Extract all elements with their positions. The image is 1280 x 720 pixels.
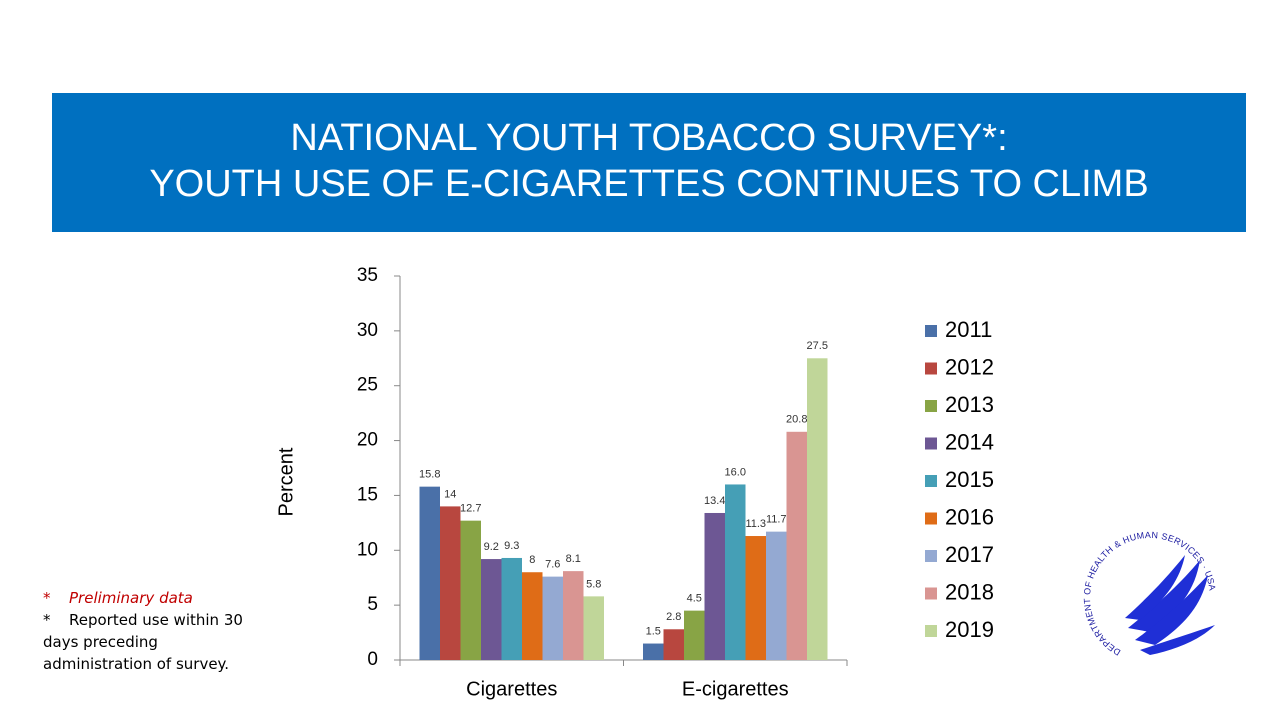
bar — [766, 531, 787, 660]
value-label: 9.2 — [484, 541, 499, 553]
legend-swatch — [925, 512, 937, 525]
y-tick-label: 5 — [367, 594, 378, 615]
bar — [583, 596, 604, 660]
value-label: 8.1 — [566, 553, 581, 565]
bar — [501, 557, 522, 660]
legend-swatch — [925, 437, 937, 450]
legend-label: 2017 — [945, 542, 994, 567]
title-banner — [52, 93, 1246, 232]
bar — [542, 576, 563, 660]
logo-shape — [1135, 575, 1208, 645]
bar — [807, 358, 828, 660]
bar — [419, 486, 440, 660]
legend-swatch — [925, 362, 937, 375]
bar — [704, 512, 725, 660]
legend-label: 2016 — [945, 504, 994, 529]
footnote: * Reported use within 30 days preceding a… — [43, 609, 243, 675]
bar — [745, 536, 766, 660]
value-label: 9.3 — [504, 540, 519, 552]
bar — [786, 431, 807, 660]
legend-swatch — [925, 587, 937, 600]
bar — [440, 506, 461, 660]
legend-swatch — [925, 325, 937, 337]
footnotes: * Preliminary data * Reported use within 30… — [43, 587, 243, 675]
value-label: 27.5 — [807, 340, 828, 352]
legend-swatch — [925, 475, 937, 487]
value-label: 12.7 — [460, 503, 481, 515]
y-tick-label: 15 — [357, 484, 378, 505]
logo-shape — [1125, 555, 1185, 620]
legend-label: 2018 — [945, 579, 994, 604]
legend-label: 2012 — [945, 354, 994, 379]
y-tick-label: 25 — [357, 375, 378, 396]
legend-label: 2013 — [945, 392, 994, 417]
value-label: 16.0 — [725, 466, 746, 478]
chart-subtitle: YOUTH USE OF E-CIGARETTES CONTINUES TO C… — [149, 163, 1148, 205]
legend-label: 2019 — [945, 617, 994, 642]
bar — [563, 571, 584, 660]
bar — [643, 643, 664, 660]
bar — [663, 629, 684, 660]
value-label: 2.8 — [666, 611, 681, 623]
legend-label: 2014 — [945, 429, 994, 454]
bar — [725, 484, 746, 660]
value-label: 15.8 — [419, 469, 440, 481]
y-axis-label: Percent — [275, 447, 297, 516]
logo-shape — [1140, 625, 1215, 655]
bar — [684, 610, 705, 660]
footnote-marker: * — [43, 589, 51, 607]
value-label: 5.8 — [586, 578, 601, 590]
bar — [460, 520, 481, 660]
legend-label: 2011 — [945, 317, 992, 342]
legend-swatch — [925, 550, 937, 562]
value-label: 8 — [529, 554, 535, 566]
bar — [481, 559, 502, 660]
hhs-logo: DEPARTMENT OF HEALTH & HUMAN SERVICES · … — [1082, 530, 1216, 657]
value-label: 20.8 — [786, 414, 807, 426]
y-tick-label: 30 — [357, 320, 378, 341]
y-tick-label: 35 — [357, 265, 378, 286]
y-tick-label: 0 — [367, 649, 378, 670]
footnote-text: Preliminary data — [69, 589, 193, 607]
value-label: 11.3 — [745, 518, 766, 530]
value-label: 11.7 — [766, 514, 787, 526]
chart-title: NATIONAL YOUTH TOBACCO SURVEY*: — [290, 117, 1007, 159]
y-tick-label: 10 — [357, 539, 378, 560]
bar — [522, 572, 543, 660]
x-tick-label: E-cigarettes — [682, 678, 789, 700]
footnote-marker: * — [43, 611, 51, 629]
x-tick-label: Cigarettes — [466, 678, 557, 700]
footnote: * Preliminary data — [43, 587, 243, 609]
value-label: 7.6 — [545, 559, 560, 571]
value-label: 14 — [444, 488, 456, 500]
legend-label: 2015 — [945, 467, 994, 492]
legend-swatch — [925, 625, 937, 637]
value-label: 13.4 — [704, 495, 725, 507]
legend-swatch — [925, 400, 937, 412]
y-tick-label: 20 — [357, 430, 378, 451]
value-label: 4.5 — [687, 593, 702, 605]
footnote-text: Reported use within 30 days preceding ad… — [43, 611, 243, 673]
value-label: 1.5 — [646, 625, 661, 637]
